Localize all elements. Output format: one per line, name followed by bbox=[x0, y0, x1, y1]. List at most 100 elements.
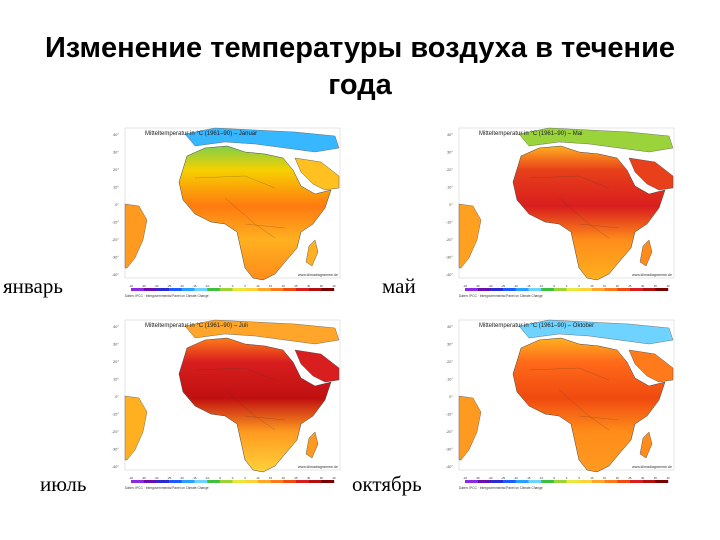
scale-tick-label: -10 bbox=[205, 284, 209, 288]
latitude-tick-label: 30° bbox=[447, 342, 453, 347]
scale-color-swatch bbox=[566, 480, 580, 483]
scale-color-swatch bbox=[629, 288, 643, 291]
scale-tick-label: 30 bbox=[307, 476, 311, 480]
scale-color-swatch bbox=[591, 480, 605, 483]
scale-color-swatch bbox=[232, 288, 246, 291]
scale-color-swatch bbox=[207, 288, 221, 291]
latitude-tick-label: 40° bbox=[113, 324, 119, 329]
map-title: Mitteltemperatur in °C (1961–90) – Janua… bbox=[145, 131, 257, 137]
scale-color-swatch bbox=[629, 480, 643, 483]
scale-tick-label: 25 bbox=[294, 476, 298, 480]
latitude-tick-label: -30° bbox=[446, 447, 454, 452]
scale-tick-label: -10 bbox=[539, 284, 543, 288]
scale-tick-label: -25 bbox=[167, 284, 171, 288]
scale-color-swatch bbox=[528, 480, 542, 483]
scale-color-swatch bbox=[232, 480, 246, 483]
scale-tick-label: -35 bbox=[142, 284, 146, 288]
scale-tick-label: -35 bbox=[476, 476, 480, 480]
latitude-tick-label: 0° bbox=[115, 202, 119, 207]
scale-color-swatch bbox=[295, 288, 309, 291]
scale-color-swatch bbox=[308, 480, 322, 483]
source-note: Daten: IPCC · Intergovernmental Panel on… bbox=[459, 294, 543, 298]
scale-tick-label: -20 bbox=[180, 476, 184, 480]
madagascar-landmass bbox=[639, 431, 653, 459]
scale-color-swatch bbox=[194, 288, 208, 291]
scale-color-swatch bbox=[308, 288, 322, 291]
scale-tick-label: 40 bbox=[666, 476, 670, 480]
country-borders bbox=[194, 175, 286, 239]
scale-tick-label: -25 bbox=[501, 476, 505, 480]
scale-tick-label: -5 bbox=[553, 476, 556, 480]
scale-color-swatch bbox=[515, 480, 529, 483]
europe-landmass bbox=[518, 319, 674, 345]
latitude-tick-label: 10° bbox=[447, 377, 453, 382]
latitude-tick-label: -10° bbox=[112, 412, 120, 417]
latitude-tick-label: -10° bbox=[446, 412, 454, 417]
scale-tick-label: -25 bbox=[501, 284, 505, 288]
latitude-tick-label: 40° bbox=[113, 132, 119, 137]
scale-color-swatch bbox=[528, 288, 542, 291]
scale-tick-label: 5 bbox=[578, 284, 580, 288]
scale-tick-label: 0 bbox=[232, 476, 234, 480]
map-title: Mitteltemperatur in °C (1961–90) – Mai bbox=[479, 131, 582, 137]
scale-color-swatch bbox=[579, 480, 593, 483]
map-title: Mitteltemperatur in °C (1961–90) – Juli bbox=[145, 323, 248, 329]
watermark-text: www.klimadiagramme.de bbox=[632, 465, 672, 469]
scale-tick-label: -15 bbox=[192, 284, 196, 288]
africa-landmass bbox=[512, 145, 666, 281]
latitude-tick-label: 20° bbox=[447, 167, 453, 172]
scale-tick-label: -10 bbox=[539, 476, 543, 480]
scale-tick-label: 10 bbox=[256, 476, 260, 480]
country-borders bbox=[194, 367, 286, 431]
temperature-map-may: 40° 30° 20° 10° 0° -10° -20° -30° -40° Mitteltemp… bbox=[446, 127, 675, 298]
scale-color-swatch bbox=[503, 288, 516, 291]
scale-color-swatch bbox=[257, 480, 271, 483]
scale-color-swatch bbox=[194, 480, 208, 483]
scale-color-swatch bbox=[143, 288, 157, 291]
madagascar-landmass bbox=[305, 431, 319, 459]
scale-tick-label: -35 bbox=[142, 476, 146, 480]
scale-tick-label: 30 bbox=[307, 284, 311, 288]
latitude-tick-label: -30° bbox=[112, 447, 120, 452]
scale-tick-label: 0 bbox=[566, 284, 568, 288]
scale-tick-label: -30 bbox=[154, 476, 158, 480]
africa-landmass bbox=[512, 337, 666, 473]
scale-tick-label: 35 bbox=[320, 284, 324, 288]
latitude-tick-label: -40° bbox=[112, 272, 120, 277]
latitude-tick-label: 30° bbox=[113, 342, 119, 347]
scale-tick-label: 30 bbox=[641, 284, 645, 288]
scale-tick-label: -20 bbox=[180, 284, 184, 288]
scale-tick-label: -40 bbox=[463, 476, 467, 480]
scale-tick-label: -40 bbox=[129, 476, 133, 480]
scale-color-swatch bbox=[245, 288, 259, 291]
scale-color-swatch bbox=[553, 288, 567, 291]
map-area bbox=[124, 127, 341, 281]
watermark-text: www.klimadiagramme.de bbox=[298, 273, 338, 277]
scale-tick-label: -30 bbox=[154, 284, 158, 288]
madagascar-landmass bbox=[639, 239, 653, 267]
europe-landmass bbox=[518, 127, 674, 153]
scale-color-swatch bbox=[181, 480, 195, 483]
scale-color-swatch bbox=[579, 288, 593, 291]
scale-tick-label: -15 bbox=[192, 476, 196, 480]
africa-landmass bbox=[178, 145, 332, 281]
latitude-tick-label: -20° bbox=[112, 429, 120, 434]
country-borders bbox=[528, 175, 620, 239]
map-panel-may: 40° 30° 20° 10° 0° -10° -20° -30° -40° Mitteltemp… bbox=[437, 118, 677, 306]
scale-color-swatch bbox=[283, 480, 297, 483]
latitude-tick-label: 20° bbox=[113, 359, 119, 364]
scale-color-swatch bbox=[541, 480, 555, 483]
scale-color-swatch bbox=[465, 480, 478, 483]
scale-color-swatch bbox=[642, 480, 656, 483]
scale-tick-label: 20 bbox=[616, 476, 620, 480]
latitude-tick-label: 40° bbox=[447, 324, 453, 329]
europe-landmass bbox=[184, 319, 340, 345]
madagascar-landmass bbox=[305, 239, 319, 267]
latitude-tick-label: -40° bbox=[446, 272, 454, 277]
scale-tick-label: 35 bbox=[654, 284, 658, 288]
scale-color-swatch bbox=[477, 288, 491, 291]
scale-color-swatch bbox=[541, 288, 555, 291]
scale-tick-label: 0 bbox=[232, 284, 234, 288]
scale-tick-label: 35 bbox=[320, 476, 324, 480]
south-america-landmass bbox=[458, 395, 482, 461]
